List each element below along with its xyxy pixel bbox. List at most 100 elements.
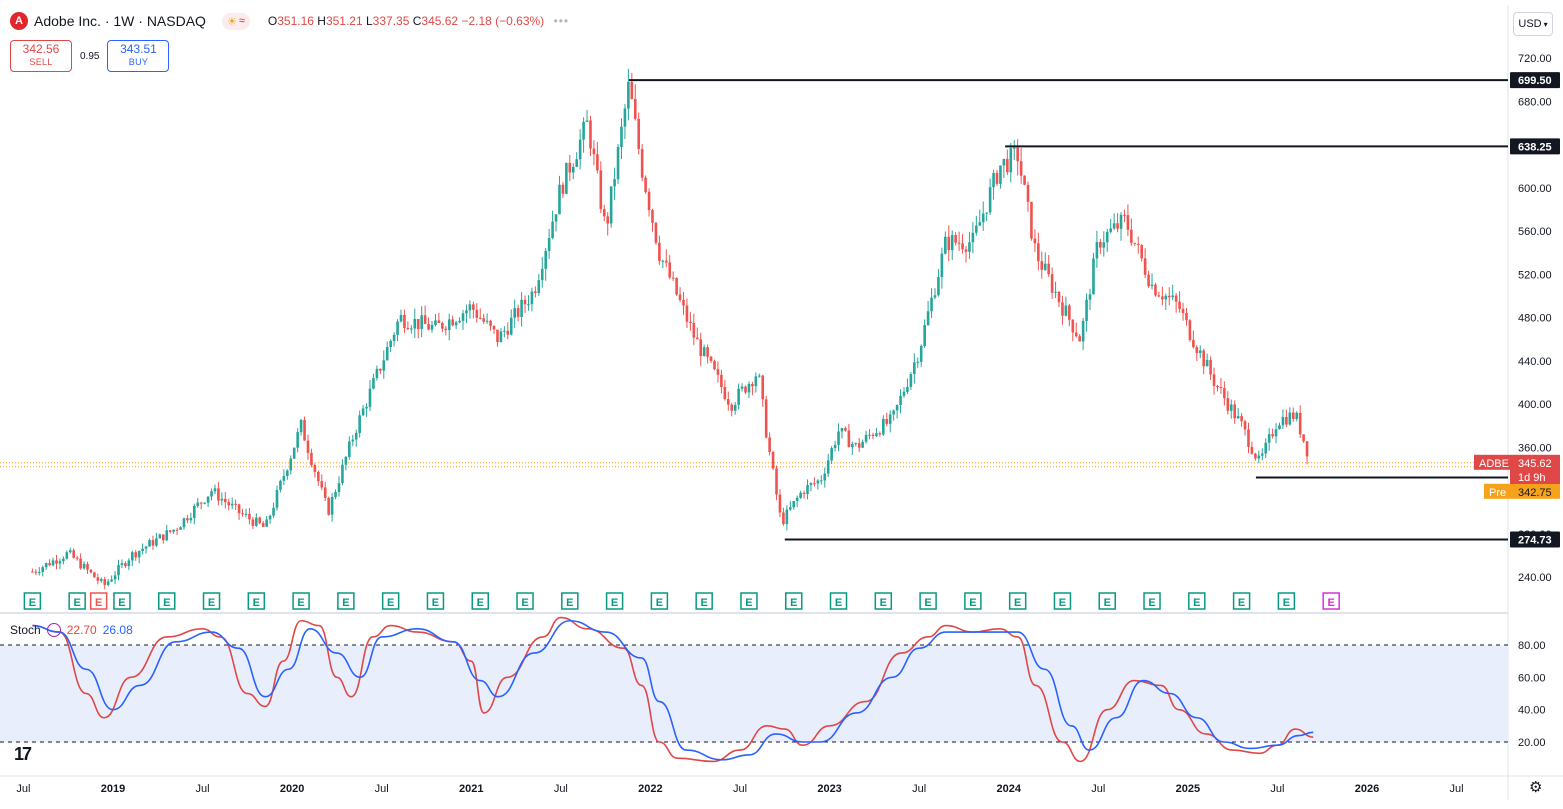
candle [65, 552, 69, 559]
time-tick-label: 2022 [638, 783, 662, 795]
price-tick-label: 720.00 [1518, 53, 1552, 65]
candle [944, 236, 947, 254]
visibility-icon[interactable] [46, 623, 61, 637]
svg-text:E: E [969, 597, 976, 609]
svg-text:E: E [477, 597, 484, 609]
candle [251, 519, 255, 526]
tv-logo-icon[interactable]: 17 [14, 744, 32, 764]
candle [144, 546, 148, 549]
candle [1192, 339, 1195, 348]
candle [103, 579, 107, 585]
candle [206, 496, 210, 503]
candle [255, 517, 258, 526]
candle [299, 419, 303, 433]
candle [616, 147, 620, 180]
candle [1030, 201, 1033, 239]
earnings-marker: E [1098, 592, 1116, 610]
candle [919, 345, 923, 362]
candle [1119, 214, 1123, 229]
time-tick-label: Jul [1091, 783, 1105, 795]
candle [1064, 305, 1068, 316]
more-icon[interactable]: ••• [553, 14, 570, 28]
candle [430, 324, 434, 330]
gear-icon[interactable]: ⚙ [1529, 779, 1543, 796]
market-status-badge[interactable]: ☀ ≈ [221, 12, 250, 30]
earnings-marker: E [605, 592, 624, 610]
candle [596, 154, 599, 171]
earnings-marker: E [516, 592, 534, 610]
candle [265, 519, 268, 527]
candle [861, 441, 864, 448]
candle [420, 315, 423, 330]
candle [155, 538, 158, 546]
svg-text:E: E [118, 597, 125, 609]
candle [775, 468, 778, 495]
sell-button[interactable]: 342.56 SELL [10, 40, 72, 72]
earnings-marker: E [784, 592, 803, 610]
candle [981, 213, 985, 223]
candle [220, 498, 224, 501]
candle [565, 162, 568, 194]
buy-button[interactable]: 343.51 BUY [107, 40, 170, 72]
candle [1123, 214, 1126, 216]
candle [940, 253, 944, 278]
time-tick-label: Jul [375, 783, 389, 795]
level-label: 699.50 [1518, 75, 1552, 87]
stoch-legend[interactable]: Stoch 22.70 26.08 [10, 623, 133, 637]
candle [906, 386, 909, 392]
candle [985, 212, 988, 214]
earnings-marker: E [1188, 592, 1206, 610]
candle [609, 186, 613, 224]
candle [513, 308, 516, 318]
candle [385, 346, 389, 361]
currency-selector[interactable]: USD ▾ [1513, 12, 1553, 36]
stoch-tick-label: 40.00 [1518, 705, 1546, 717]
candle [1099, 242, 1102, 248]
candle [833, 444, 837, 449]
candle [599, 170, 603, 210]
candle [217, 488, 220, 501]
candle [1240, 416, 1243, 422]
price-tick-label: 240.00 [1518, 572, 1552, 584]
candle [1154, 284, 1157, 296]
pre-price-bg [1510, 483, 1560, 499]
candle [554, 214, 558, 222]
candle [778, 494, 782, 513]
stoch-k-value: 22.70 [66, 623, 97, 637]
candle [82, 563, 86, 569]
candle [444, 328, 448, 331]
candle [878, 433, 882, 435]
svg-text:E: E [1327, 597, 1334, 609]
svg-text:E: E [29, 597, 36, 609]
candle [1178, 301, 1181, 309]
svg-text:E: E [566, 597, 573, 609]
candle [1054, 291, 1057, 293]
stoch-tick-label: 80.00 [1518, 640, 1546, 652]
candle [954, 235, 957, 243]
candle [1167, 295, 1171, 298]
candle [441, 322, 444, 329]
candle [613, 179, 616, 187]
candle [437, 320, 441, 323]
earnings-marker: E [829, 592, 848, 610]
candle [630, 81, 634, 99]
candle [313, 465, 317, 472]
candle [816, 480, 820, 484]
candle [365, 406, 368, 409]
candle [506, 330, 510, 335]
symbol-title[interactable]: Adobe Inc. · 1W · NASDAQ [34, 13, 206, 29]
candle [1205, 360, 1209, 367]
svg-text:E: E [790, 597, 797, 609]
candle [465, 310, 468, 314]
candle [334, 491, 337, 498]
candle [737, 388, 740, 405]
earnings-marker: E [695, 592, 713, 610]
candle [151, 540, 155, 546]
candle [330, 497, 334, 515]
stoch-band [0, 645, 1508, 742]
candle [1264, 442, 1268, 454]
pre-tag: Pre [1489, 487, 1506, 499]
candle [899, 395, 902, 405]
candle [403, 314, 406, 329]
